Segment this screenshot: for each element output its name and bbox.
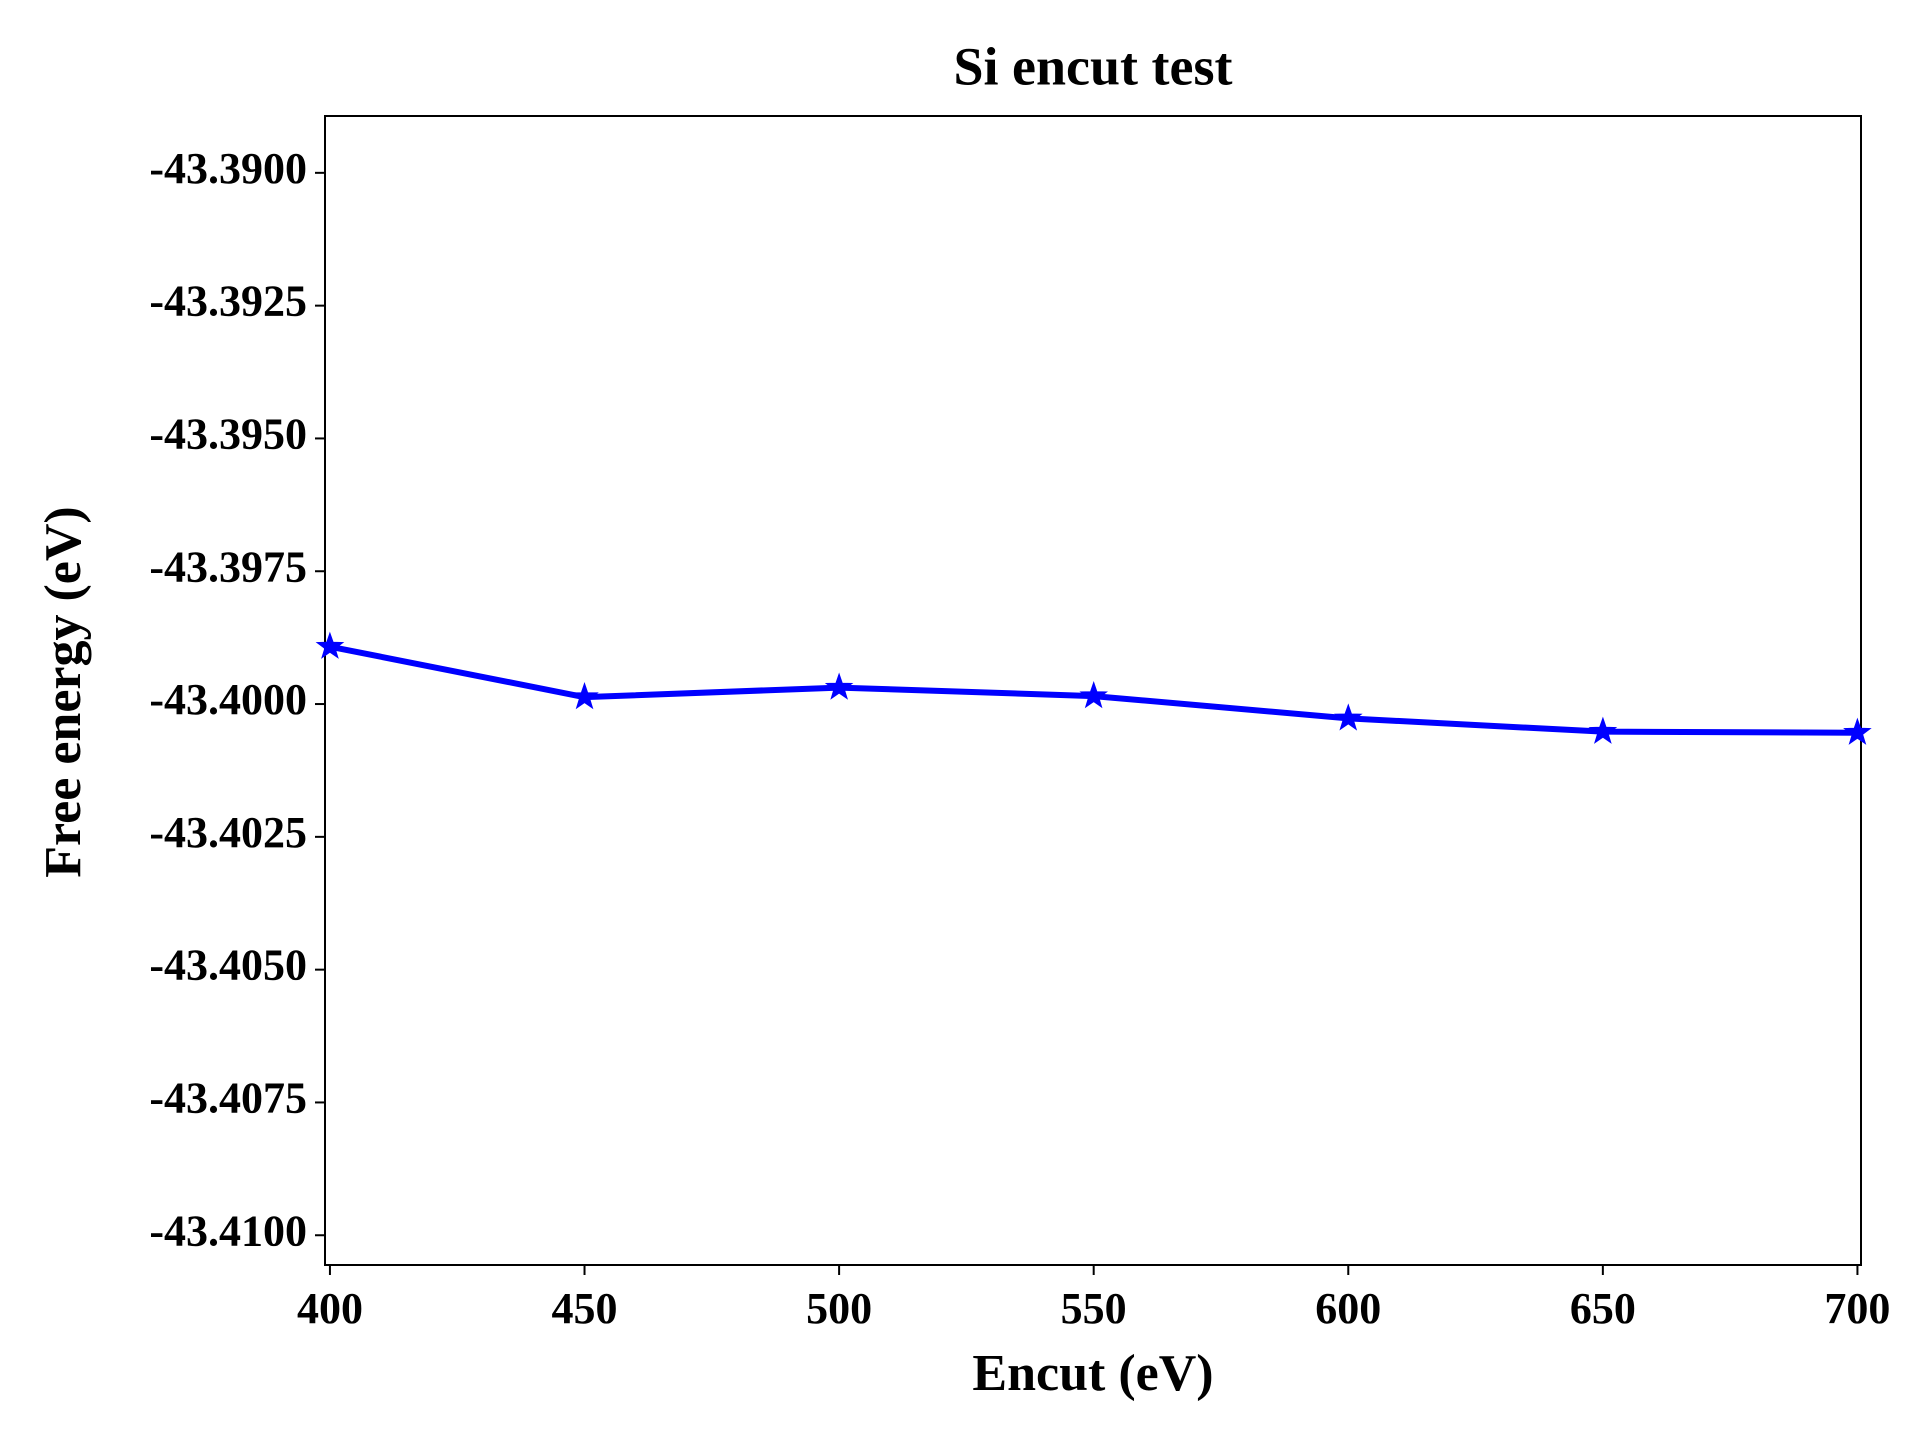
- y-tick-label: -43.4000: [149, 675, 307, 724]
- data-point: [1079, 681, 1108, 709]
- x-tick-label: 550: [1061, 1284, 1127, 1333]
- x-tick-label: 700: [1824, 1284, 1890, 1333]
- data-point: [1843, 717, 1872, 745]
- chart-title: Si encut test: [954, 36, 1233, 96]
- y-axis-label: Free energy (eV): [35, 506, 92, 878]
- y-tick-label: -43.3925: [149, 277, 307, 326]
- y-tick-label: -43.4075: [149, 1074, 307, 1123]
- data-point: [570, 682, 599, 710]
- y-tick-label: -43.4050: [149, 941, 307, 990]
- x-tick-label: 500: [806, 1284, 872, 1333]
- x-tick-label: 650: [1570, 1284, 1636, 1333]
- x-axis-label: Encut (eV): [972, 1345, 1213, 1402]
- y-tick-label: -43.4025: [149, 808, 307, 857]
- x-tick-label: 600: [1315, 1284, 1381, 1333]
- data-point: [1588, 716, 1618, 744]
- y-tick-label: -43.3975: [149, 542, 307, 591]
- data-point: [1334, 703, 1363, 731]
- x-tick-label: 450: [552, 1284, 618, 1333]
- x-tick-label: 400: [297, 1284, 363, 1333]
- y-tick-label: -43.4100: [149, 1206, 307, 1255]
- y-tick-label: -43.3950: [149, 410, 307, 459]
- data-point: [315, 631, 345, 659]
- data-point: [824, 672, 854, 700]
- y-tick-label: -43.3900: [149, 144, 307, 193]
